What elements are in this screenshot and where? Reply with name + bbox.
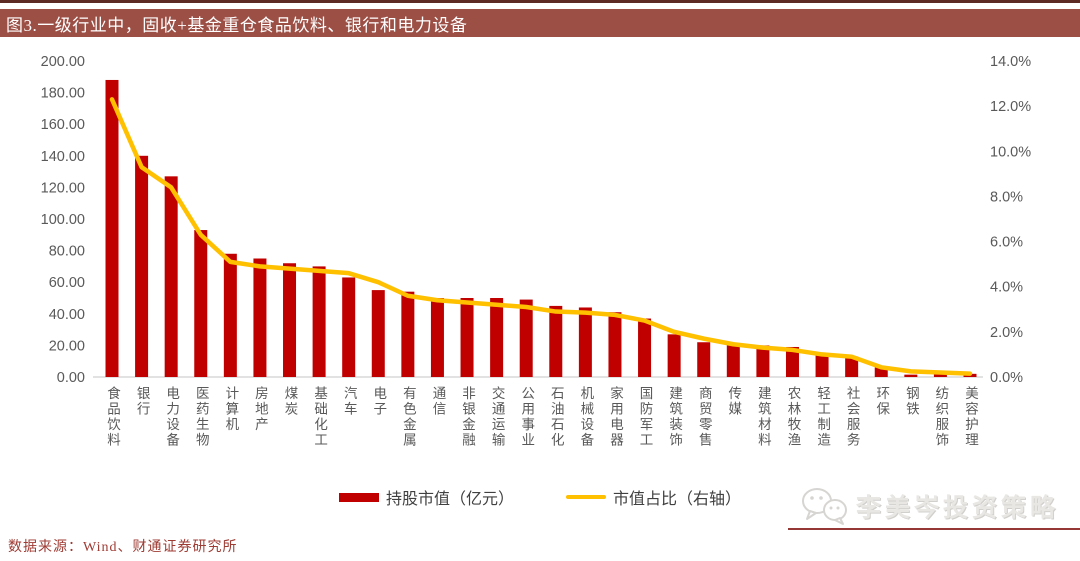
bar-公用事业 [519,299,533,377]
right-axis-tick: 0.0% [990,370,1023,386]
bar-电力设备 [164,176,178,377]
bar-传媒 [726,343,740,377]
bar-汽车 [342,277,356,377]
x-label-非银金融: 非银金融 [460,386,476,448]
bar-swatch-icon [338,492,379,502]
left-axis-tick: 160.00 [41,117,85,133]
x-label-纺织服饰: 纺织服饰 [933,386,949,448]
bar-农林牧渔 [785,346,799,377]
bar-医药生物 [194,230,208,377]
bar-建筑装饰 [667,334,681,377]
bar-交通运输 [490,298,504,377]
left-axis-tick: 100.00 [41,212,85,228]
left-axis-tick: 80.00 [49,244,85,260]
ratio-line [109,97,973,376]
bar-非银金融 [460,298,474,377]
x-label-交通运输: 交通运输 [489,386,505,448]
right-axis-tick: 12.0% [990,99,1031,115]
x-label-有色金属: 有色金属 [400,386,416,448]
x-label-家用电器: 家用电器 [607,386,623,448]
watermark-text: 李美岑投资策略 [856,494,1060,522]
x-label-计算机: 计算机 [223,386,239,433]
x-label-电子: 电子 [371,386,387,417]
bar-石油石化 [549,305,563,377]
x-label-通信: 通信 [430,386,446,417]
chart-area: 0.00 20.00 40.00 60.00 80.00 100.00 120.00 140.… [41,54,1032,448]
left-axis-tick: 140.00 [41,149,85,165]
bar-食品饮料 [105,79,119,378]
left-axis-tick: 40.00 [49,307,85,323]
bar-钢铁 [904,374,918,377]
x-label-公用事业: 公用事业 [519,386,535,448]
bar-煤炭 [283,263,297,377]
bar-通信 [430,298,444,377]
x-label-轻工制造: 轻工制造 [815,386,831,448]
x-label-传媒: 传媒 [726,386,742,417]
data-source-note: 数据来源：Wind、财通证券研究所 [8,540,238,555]
left-axis-tick: 20.00 [49,338,85,354]
bar-轻工制造 [815,353,829,377]
x-label-美容护理: 美容护理 [963,386,978,448]
x-label-国防军工: 国防军工 [637,386,653,448]
bar-家用电器 [608,312,622,377]
legend-item-line: 市值占比（右轴） [566,485,741,509]
right-axis-tick: 8.0% [990,189,1023,205]
x-label-建筑装饰: 建筑装饰 [667,386,683,448]
watermark-rule [788,528,1080,530]
bar-环保 [874,367,888,377]
left-axis-tick: 200.00 [41,54,85,70]
bar-社会服务 [845,356,859,377]
bar-有色金属 [401,291,415,377]
legend-label-line: 市值占比（右轴） [613,491,742,508]
x-label-煤炭: 煤炭 [282,386,298,417]
x-label-商贸零售: 商贸零售 [696,386,712,448]
x-label-农林牧渔: 农林牧渔 [785,386,801,448]
bar-计算机 [223,253,237,377]
bar-商贸零售 [697,342,711,377]
line-swatch-icon [566,495,606,499]
left-axis-tick: 60.00 [49,275,85,291]
x-label-食品饮料: 食品饮料 [105,386,120,448]
x-label-环保: 环保 [874,386,890,417]
x-label-机械设备: 机械设备 [578,386,594,448]
bar-基础化工 [312,266,326,377]
watermark: 李美岑投资策略 [800,486,1059,526]
chart-canvas: 0.00 20.00 40.00 60.00 80.00 100.00 120.00 140.… [41,54,1032,386]
x-label-汽车: 汽车 [341,386,357,417]
left-axis-tick: 0.00 [57,370,85,386]
bar-建筑材料 [756,345,770,377]
bar-国防军工 [638,318,652,377]
x-label-石油石化: 石油石化 [548,386,564,448]
left-axis-tick: 180.00 [41,86,85,102]
legend-label-bar: 持股市值（亿元） [385,491,514,508]
x-label-钢铁: 钢铁 [903,386,919,417]
figure-title: 图3.一级行业中，固收+基金重仓食品饮料、银行和电力设备 [6,15,468,35]
top-rule [0,0,1080,3]
left-axis-tick: 120.00 [41,180,85,196]
right-axis-tick: 2.0% [990,325,1023,341]
x-label-银行: 银行 [134,386,150,417]
x-label-医药生物: 医药生物 [193,386,209,448]
chart-legend: 持股市值（亿元） 市值占比（右轴） [0,485,1080,509]
x-label-电力设备: 电力设备 [164,386,180,448]
x-label-建筑材料: 建筑材料 [755,386,771,448]
bar-房地产 [253,258,267,377]
right-axis-tick: 4.0% [990,280,1023,296]
x-label-社会服务: 社会服务 [844,386,860,448]
bar-电子 [371,290,385,377]
bar-纺织服饰 [933,373,947,377]
bar-银行 [135,155,149,377]
wechat-icon [802,488,847,525]
right-axis-tick: 14.0% [990,54,1031,70]
bar-机械设备 [578,307,592,377]
right-axis-tick: 6.0% [990,235,1023,251]
x-label-房地产: 房地产 [252,386,268,433]
x-label-基础化工: 基础化工 [312,386,328,448]
figure-title-bar: 图3.一级行业中，固收+基金重仓食品饮料、银行和电力设备 [0,9,1080,37]
right-axis-tick: 10.0% [990,144,1031,160]
legend-item-bar: 持股市值（亿元） [338,485,514,509]
